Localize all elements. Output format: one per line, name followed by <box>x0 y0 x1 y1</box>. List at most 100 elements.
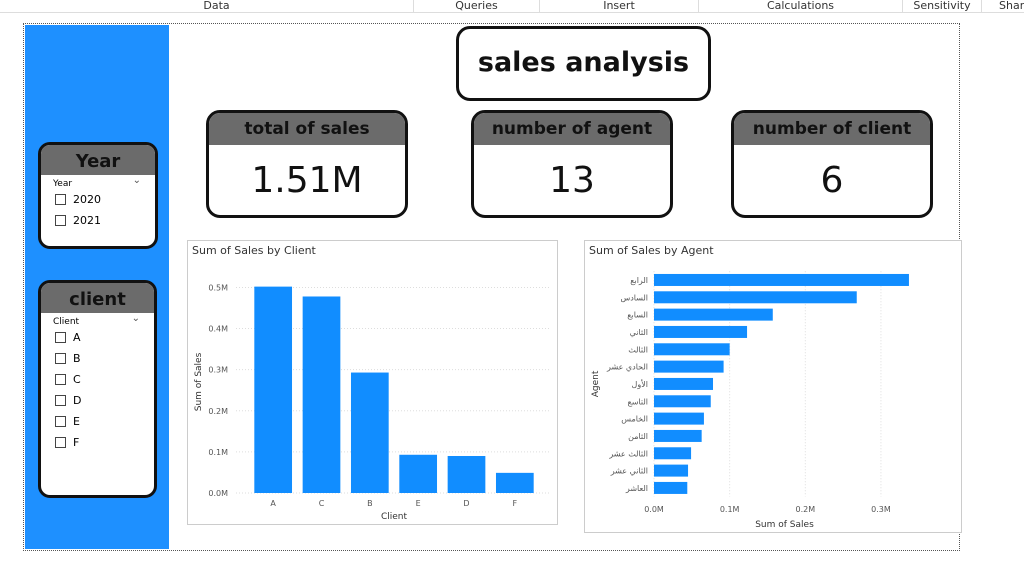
ribbon <box>0 0 1024 13</box>
y-tick-label: 0.4M <box>208 325 228 334</box>
bar <box>654 395 711 408</box>
x-tick-label: F <box>513 499 518 508</box>
slicer-option[interactable]: B <box>41 348 154 369</box>
y-tick-label: 0.1M <box>208 448 228 457</box>
y-tick-label: الثالث <box>628 345 648 354</box>
slicer-option[interactable]: D <box>41 390 154 411</box>
card-value: 13 <box>549 160 595 201</box>
checkbox[interactable] <box>55 194 66 205</box>
bar <box>654 412 704 425</box>
x-tick-label: 0.3M <box>871 505 891 514</box>
option-label[interactable]: 2020 <box>73 193 101 206</box>
slicer-title: Year <box>41 145 155 175</box>
x-tick-label: 0.2M <box>795 505 815 514</box>
slicer-field[interactable]: Year ⌄ <box>53 175 141 189</box>
y-tick-label: 0.0M <box>208 489 228 498</box>
y-axis-label: Agent <box>591 370 601 397</box>
x-tick-label: 0.1M <box>720 505 740 514</box>
x-tick-label: D <box>463 499 469 508</box>
option-label[interactable]: D <box>73 394 82 407</box>
slicer: client Client ⌄ A B C D E F <box>38 280 157 498</box>
report-title: sales analysis <box>477 47 690 78</box>
checkbox[interactable] <box>55 437 66 448</box>
chart-title: Sum of Sales by Client <box>192 244 317 257</box>
card-label: total of sales <box>209 113 405 145</box>
slicer-option[interactable]: 2020 <box>41 189 155 210</box>
x-axis-label: Client <box>381 512 408 522</box>
y-tick-label: التاسع <box>628 397 648 406</box>
y-tick-label: 0.2M <box>208 407 228 416</box>
y-tick-label: الثاني <box>630 328 648 337</box>
bar <box>654 464 689 477</box>
kpi-card: number of agent 13 <box>471 110 673 218</box>
chart: Sum of Sales by Client 0.0M 0.1M 0.2M 0.3M 0.… <box>192 244 549 522</box>
title-box: sales analysis <box>456 26 711 101</box>
menu-item[interactable]: Data <box>20 0 414 13</box>
option-label[interactable]: E <box>73 415 80 428</box>
bar <box>399 454 438 493</box>
bar <box>654 377 714 390</box>
slicer-option[interactable]: E <box>41 411 154 432</box>
slicer-option[interactable]: F <box>41 432 154 453</box>
slicer-field[interactable]: Client ⌄ <box>53 313 140 327</box>
y-tick-label: الرابع <box>630 276 648 285</box>
slicer-option[interactable]: 2021 <box>41 210 155 231</box>
checkbox[interactable] <box>55 395 66 406</box>
chart-visual: Sum of Sales by Client 0.0M 0.1M 0.2M 0.3M 0.… <box>187 240 558 525</box>
x-tick-label: B <box>367 499 373 508</box>
checkbox[interactable] <box>55 215 66 226</box>
bar <box>302 296 341 493</box>
checkbox[interactable] <box>55 332 66 343</box>
x-axis-label: Sum of Sales <box>755 520 814 530</box>
chart-visual: Sum of Sales by Agent 0.0M 0.1M 0.2M 0.3M الر… <box>584 240 962 533</box>
bar <box>495 472 534 493</box>
slicer-option[interactable]: A <box>41 327 154 348</box>
bar <box>654 273 909 286</box>
bar <box>654 429 702 442</box>
x-tick-label: A <box>270 499 276 508</box>
chevron[interactable]: ⌄ <box>131 313 140 324</box>
kpi-card: number of client 6 <box>731 110 933 218</box>
option-label[interactable]: A <box>73 331 81 344</box>
option-label[interactable]: C <box>73 373 81 386</box>
bar <box>654 308 773 321</box>
card-value: 1.51M <box>251 160 363 201</box>
chart-title: Sum of Sales by Agent <box>589 244 714 257</box>
y-tick-label: السابع <box>627 311 648 320</box>
y-tick-label: العاشر <box>625 484 648 493</box>
slicer-option[interactable]: C <box>41 369 154 390</box>
bar <box>654 360 724 373</box>
option-label[interactable]: 2021 <box>73 214 101 227</box>
checkbox[interactable] <box>55 374 66 385</box>
bar <box>654 325 748 338</box>
menu-item[interactable]: Insert <box>540 0 699 13</box>
chart: Sum of Sales by Agent 0.0M 0.1M 0.2M 0.3M الر… <box>589 244 909 530</box>
card-label: number of client <box>734 113 930 145</box>
kpi-card: total of sales 1.51M <box>206 110 408 218</box>
y-tick-label: 0.3M <box>208 366 228 375</box>
checkbox[interactable] <box>55 353 66 364</box>
y-tick-label: الأول <box>632 379 648 389</box>
menu-item[interactable]: Share <box>982 0 1024 13</box>
y-tick-label: الثاني عشر <box>610 467 648 476</box>
x-tick-label: E <box>416 499 421 508</box>
y-tick-label: الخامس <box>621 415 648 424</box>
bar <box>654 291 857 304</box>
y-tick-label: الثالث عشر <box>608 449 648 458</box>
y-tick-label: السادس <box>620 293 648 302</box>
chevron[interactable]: ⌄ <box>132 175 141 186</box>
bar <box>254 286 293 493</box>
checkbox[interactable] <box>55 416 66 427</box>
bar <box>654 343 730 356</box>
menu-item[interactable]: Calculations <box>699 0 903 13</box>
option-label[interactable]: B <box>73 352 81 365</box>
card-value: 6 <box>820 160 844 201</box>
menu-item[interactable]: Sensitivity <box>903 0 982 13</box>
x-tick-label: C <box>319 499 325 508</box>
slicer-title: client <box>41 283 154 313</box>
option-label[interactable]: F <box>73 436 80 449</box>
menu-item[interactable]: Queries <box>414 0 540 13</box>
card-label: number of agent <box>474 113 670 145</box>
bar <box>447 456 486 493</box>
